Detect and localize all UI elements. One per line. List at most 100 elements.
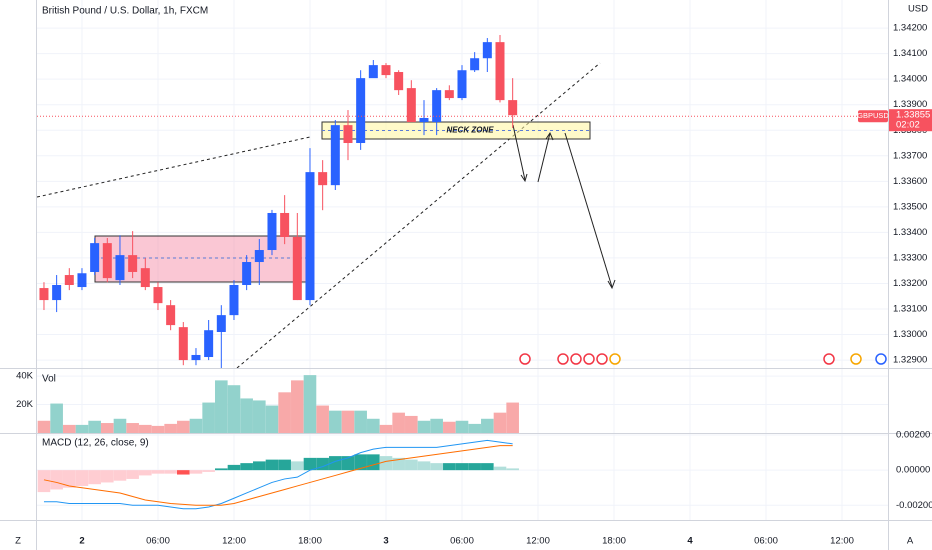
y-tick-label: 1.33100 xyxy=(893,304,927,315)
macd-histogram-bar xyxy=(88,470,101,485)
volume-bar xyxy=(354,410,367,433)
candle-body xyxy=(229,285,239,316)
macd-histogram-bar xyxy=(101,470,114,483)
volume-bar xyxy=(291,380,304,433)
volume-bar xyxy=(88,420,101,433)
volume-bar xyxy=(443,421,456,433)
volume-bar xyxy=(506,402,519,433)
candle-body xyxy=(495,42,505,101)
macd-histogram-bar xyxy=(63,470,76,488)
candle-body xyxy=(128,255,138,272)
x-tick-label: 12:00 xyxy=(830,536,854,547)
y-tick-label: 0.00200 xyxy=(896,430,930,441)
drawings: NECK ZONE xyxy=(36,62,616,369)
volume-bar xyxy=(37,420,51,433)
volume-bar xyxy=(367,418,380,433)
volume-bar xyxy=(265,405,279,433)
candle-body xyxy=(381,65,391,76)
candle-body xyxy=(343,125,353,144)
y-tick-label: 1.33600 xyxy=(893,176,927,187)
macd-histogram-bar xyxy=(177,470,190,475)
y-tick-label: 1.32900 xyxy=(893,355,927,366)
macd-histogram-bar xyxy=(139,470,152,476)
event-icon[interactable] xyxy=(609,353,621,365)
candle-body xyxy=(52,285,62,301)
candle-body xyxy=(166,305,176,326)
x-tick-label: 06:00 xyxy=(146,536,170,547)
candle-body xyxy=(153,287,163,304)
macd-histogram-bar xyxy=(164,470,177,474)
price-tag xyxy=(889,109,932,132)
candle-body xyxy=(267,212,277,251)
event-icon[interactable] xyxy=(850,353,862,365)
arrow-head xyxy=(607,279,616,290)
candle-body xyxy=(356,78,366,144)
macd-histogram-bar xyxy=(151,470,165,474)
y-tick-label: 1.34100 xyxy=(893,48,927,59)
volume-bar xyxy=(126,423,139,433)
y-tick-label: 1.33000 xyxy=(893,329,927,340)
button[interactable]: Z xyxy=(15,536,21,547)
macd-histogram-bar xyxy=(265,459,279,471)
event-icon[interactable] xyxy=(519,353,531,365)
candle-body xyxy=(216,315,226,332)
y-tick-label: -0.00200 xyxy=(896,500,932,511)
macd-histogram-bar xyxy=(215,468,228,471)
y-tick-label: 1.33400 xyxy=(893,227,927,238)
y-tick-label: 20K xyxy=(16,399,34,410)
trend-line xyxy=(36,136,311,198)
volume-bar xyxy=(278,392,291,433)
y-tick-label: 1.33900 xyxy=(893,99,927,110)
macd-histogram-bar xyxy=(493,466,507,471)
macd-histogram-bar xyxy=(202,470,215,472)
macd-histogram-bar xyxy=(278,459,291,471)
volume-bar xyxy=(493,412,507,433)
candle-body xyxy=(305,172,315,301)
event-icon[interactable] xyxy=(570,353,582,365)
macd-histogram-bar xyxy=(455,463,469,471)
candle-body xyxy=(178,327,188,361)
volume-bar xyxy=(481,418,494,433)
volume-bar xyxy=(468,423,481,433)
candle-body xyxy=(482,42,492,59)
volume-bar xyxy=(329,410,342,433)
button[interactable]: A xyxy=(907,536,914,547)
macd-histogram-bar xyxy=(75,470,89,486)
x-tick-label: 3 xyxy=(383,536,388,547)
event-icon[interactable] xyxy=(583,353,595,365)
candle-body xyxy=(444,90,454,99)
volume-bar xyxy=(63,424,76,433)
volume-bar xyxy=(164,423,177,433)
candle-body xyxy=(254,250,264,263)
volume-bar xyxy=(392,412,405,433)
macd-line xyxy=(43,439,513,510)
macd-histogram-bar xyxy=(481,463,494,471)
macd-histogram-bar xyxy=(329,456,342,471)
events xyxy=(519,353,887,365)
arrow xyxy=(512,124,526,181)
event-icon[interactable] xyxy=(875,353,887,365)
currency: USD xyxy=(908,4,928,15)
event-icon[interactable] xyxy=(557,353,569,365)
countdown-label: 02:02 xyxy=(896,120,920,131)
macd-histogram-bar xyxy=(227,464,241,471)
macd-histogram-bar xyxy=(37,470,51,493)
x-tick-label: 12:00 xyxy=(222,536,246,547)
candle-body xyxy=(115,255,125,281)
last-price-label: 1.33855 xyxy=(896,110,930,121)
macd-histogram-bar xyxy=(405,459,418,471)
macd-histogram-bar xyxy=(392,457,405,471)
macd-histogram-bar xyxy=(253,461,266,471)
x-tick-label: 06:00 xyxy=(754,536,778,547)
macd-histogram-bar xyxy=(341,456,355,471)
candle-body xyxy=(292,236,302,301)
event-icon[interactable] xyxy=(596,353,608,365)
y-tick-label: 1.33200 xyxy=(893,278,927,289)
event-icon[interactable] xyxy=(823,353,835,365)
candle-body xyxy=(508,100,518,116)
candle-body xyxy=(394,72,404,91)
y-tick-label: 1.33300 xyxy=(893,252,927,263)
candle-body xyxy=(470,58,480,71)
volume-bar xyxy=(177,420,190,433)
